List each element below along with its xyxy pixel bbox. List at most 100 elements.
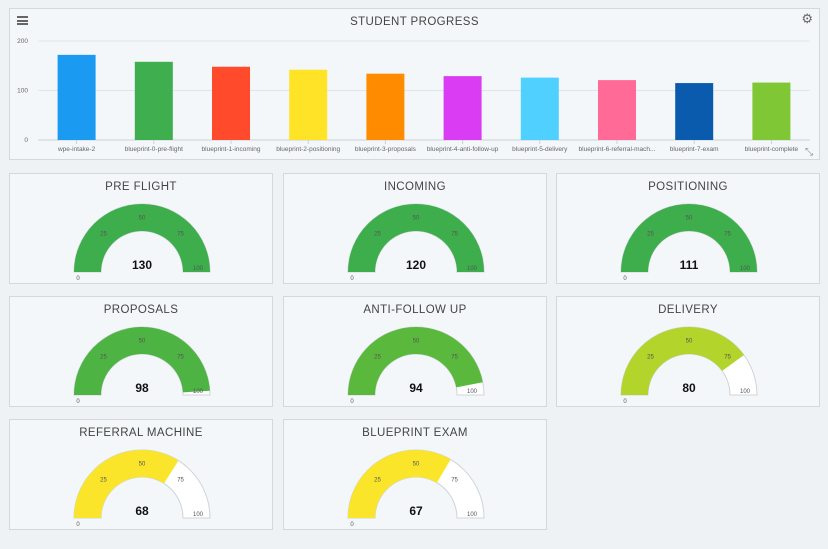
gauge-chart: 0 25 50 75 100 80 [620,326,758,405]
gauge-tick-label: 50 [413,339,420,345]
gauge-tick-label: 50 [413,462,420,468]
gauge-value: 98 [135,381,149,395]
gauge-fill [621,204,757,272]
bar-6 [520,77,559,140]
gauge-title: INCOMING [384,181,446,193]
gauge-tick-label: 0 [623,399,627,405]
gauge-tick-label: 75 [451,354,458,360]
gauge-tick-label: 50 [139,216,146,222]
x-tick-label: blueprint-complete [745,146,799,153]
bar-9 [752,82,791,140]
gauge-tick-label: 25 [100,477,107,483]
gauge-tick-label: 100 [740,266,751,272]
gauge-chart: 0 25 50 75 100 94 [347,326,485,405]
gauge-chart: 0 25 50 75 100 111 [620,203,758,282]
gauge-title: DELIVERY [658,304,718,316]
gauge-tick-label: 0 [623,276,627,282]
gauge-fill [74,204,210,272]
gauge-panel: DELIVERY 0 25 50 75 100 80 [556,296,820,407]
gauge-tick-label: 50 [139,462,146,468]
gauge-tick-label: 25 [374,231,381,237]
x-tick-label: blueprint-6-referral-mach... [579,146,656,153]
x-tick-label: blueprint-5-delivery [512,146,568,153]
gauge-panel: PROPOSALS 0 25 50 75 100 98 [9,296,273,407]
gear-icon[interactable]: ⚙ [801,11,813,26]
gauge-tick-label: 25 [100,354,107,360]
gauge-panel: ANTI-FOLLOW UP 0 25 50 75 100 94 [283,296,547,407]
hamburger-icon[interactable] [17,16,28,25]
gauge-title: PRE FLIGHT [105,181,177,193]
expand-icon[interactable]: ⤡ [805,147,813,158]
gauge-value: 111 [680,258,699,272]
gauge-tick-label: 75 [724,231,731,237]
bar-7 [598,80,636,140]
bar-2 [212,66,250,140]
x-tick-label: blueprint-3-proposals [355,146,417,153]
gauge-title: POSITIONING [648,181,728,193]
gauge-fill [74,450,179,518]
gauge-tick-label: 50 [139,339,146,345]
gauge-panel: POSITIONING 0 25 50 75 100 111 [556,173,820,284]
gauge-title: PROPOSALS [103,304,179,316]
gauge-fill [74,326,210,395]
chart-title: STUDENT PROGRESS [350,16,479,28]
x-tick-label: blueprint-2-positioning [276,146,340,153]
gauge-tick-label: 25 [374,354,381,360]
bar-3 [289,69,328,140]
gauge-value: 120 [406,258,426,272]
gauge-tick-label: 0 [350,276,354,282]
x-tick-label: blueprint-7-exam [670,146,719,153]
gauge-tick-label: 75 [451,477,458,483]
gauge-tick-label: 0 [76,522,80,528]
gauge-fill [348,450,451,518]
gauge-tick-label: 25 [100,231,107,237]
x-tick-label: blueprint-4-anti-follow-up [427,146,499,153]
gauge-title: REFERRAL MACHINE [79,427,203,439]
gauge-title: BLUEPRINT EXAM [362,427,468,439]
gauge-panel: INCOMING 0 25 50 75 100 120 [283,173,547,284]
gauge-value: 130 [132,258,152,272]
bar-4 [366,73,405,140]
gauge-tick-label: 75 [177,231,184,237]
y-tick-label: 100 [17,88,28,95]
y-tick-label: 0 [24,137,28,144]
gauge-tick-label: 100 [467,389,478,395]
gauge-tick-label: 50 [413,216,420,222]
gauge-value: 68 [135,504,149,518]
gauge-chart: 0 25 50 75 100 67 [347,449,485,528]
gauge-value: 67 [409,504,423,518]
gauge-panel: REFERRAL MACHINE 0 25 50 75 100 68 [9,419,273,530]
x-tick-label: blueprint-1-incoming [202,146,261,153]
bar-0 [57,54,96,140]
gauge-tick-label: 25 [647,354,654,360]
gauge-tick-label: 0 [350,522,354,528]
gauge-tick-label: 25 [374,477,381,483]
gauge-title: ANTI-FOLLOW UP [363,304,467,316]
gauge-tick-label: 100 [467,512,478,518]
bar-5 [443,76,482,140]
x-tick-label: wpe-intake-2 [57,146,96,153]
x-tick-label: blueprint-0-pre-flight [125,146,183,153]
bar-8 [675,83,714,140]
gauge-panel: BLUEPRINT EXAM 0 25 50 75 100 67 [283,419,547,530]
student-progress-panel: STUDENT PROGRESS ⚙ 0 100 200 wpe-intake-2 bl… [9,8,820,160]
gauge-value: 80 [682,381,696,395]
gauge-chart: 0 25 50 75 100 98 [73,326,211,405]
gauge-tick-label: 100 [740,389,751,395]
gauge-tick-label: 100 [193,266,204,272]
gauge-tick-label: 100 [193,512,204,518]
gauge-tick-label: 50 [686,339,693,345]
bar-1 [134,61,173,140]
gauge-tick-label: 100 [467,266,478,272]
gauge-panel: PRE FLIGHT 0 25 50 75 100 130 [9,173,273,284]
gauge-fill [621,327,745,395]
gauge-tick-label: 50 [686,216,693,222]
gauge-value: 94 [409,381,423,395]
bar-chart: 0 100 200 wpe-intake-2 blueprint-0-pre-fligh… [17,38,810,153]
gauge-tick-label: 0 [76,276,80,282]
gauge-tick-label: 75 [451,231,458,237]
y-tick-label: 200 [17,38,28,45]
gauge-tick-label: 0 [350,399,354,405]
gauge-tick-label: 0 [76,399,80,405]
gauge-fill [348,326,483,395]
